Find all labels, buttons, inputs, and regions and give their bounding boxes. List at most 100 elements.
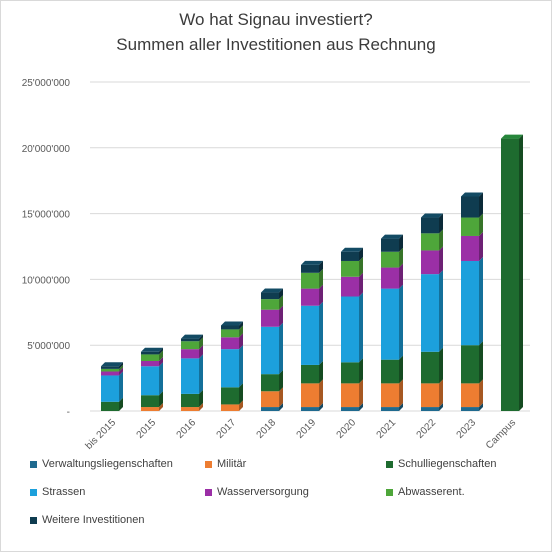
bar-stack: [461, 192, 483, 411]
x-tick-label: 2016: [175, 417, 199, 441]
bar-segment: [141, 360, 159, 367]
chart-title: Wo hat Signau investiert?: [179, 10, 373, 29]
bar-segment-side: [239, 333, 243, 350]
bar-segment: [301, 264, 319, 273]
legend-swatch: [386, 488, 393, 496]
bar-segment-side: [399, 263, 403, 289]
bar-segment-side: [159, 347, 163, 355]
bar-segment-side: [439, 270, 443, 352]
bar-segment-side: [439, 246, 443, 275]
bar-segment-side: [399, 247, 403, 268]
bar-segment-side: [479, 231, 483, 261]
bar-segment: [181, 338, 199, 342]
bar-segment-side: [199, 389, 203, 408]
bar-segment-side: [239, 383, 243, 405]
bar-top: [221, 321, 243, 326]
bar-segment-side: [399, 284, 403, 360]
bar-segment-side: [319, 360, 323, 384]
bar-stack: [301, 260, 323, 411]
bar-segment-side: [199, 334, 203, 342]
bar-segment: [301, 272, 319, 289]
bar-segment: [341, 383, 359, 408]
bar-segment: [101, 401, 119, 411]
bar-segment-side: [119, 371, 123, 402]
bar-segment: [101, 366, 119, 369]
bar-segment-side: [119, 362, 123, 369]
legend-swatch: [205, 488, 212, 496]
bar-segment-side: [479, 256, 483, 346]
bar-segment: [301, 288, 319, 306]
bar-top: [181, 334, 203, 339]
legend-label: Verwaltungsliegenschaften: [42, 458, 173, 470]
x-tick-label: 2023: [455, 417, 479, 441]
bar-segment-side: [159, 356, 163, 367]
bar-segment: [461, 217, 479, 236]
bar-segment: [141, 351, 159, 355]
bar-stack: [141, 347, 163, 411]
bar-segment-side: [439, 213, 443, 234]
x-tick-label: 2021: [375, 417, 399, 441]
bar-segment: [141, 407, 159, 411]
legend-item: Schulliegenschaften: [386, 458, 496, 470]
legend-item: Wasserversorgung: [205, 486, 309, 498]
bar-segment-side: [399, 234, 403, 252]
bar-segment-side: [119, 367, 123, 376]
bar-stack: [261, 288, 283, 411]
bar-segment: [101, 368, 119, 372]
bar-segment-side: [279, 288, 283, 300]
bar-segment-side: [439, 347, 443, 384]
legend-label: Abwasserent.: [398, 486, 465, 498]
bar-segment: [301, 364, 319, 384]
bar-segment-side: [239, 325, 243, 338]
bar-segment-side: [279, 322, 283, 375]
bar-segment-side: [359, 256, 363, 277]
bar-segment-side: [279, 370, 283, 392]
bar-segment: [341, 296, 359, 363]
bar-segment: [261, 299, 279, 310]
bar-segment: [221, 329, 239, 338]
bar-segment: [421, 383, 439, 408]
bar-segment-side: [199, 337, 203, 350]
bar-segment: [261, 407, 279, 411]
bar-segment-side: [199, 403, 203, 411]
bar-segment: [221, 337, 239, 350]
bar-stack: [101, 362, 123, 411]
bar-segment-side: [519, 134, 523, 411]
bar-segment: [381, 251, 399, 268]
bar-top: [461, 192, 483, 197]
legend-swatch: [30, 460, 37, 468]
bar-segment: [341, 407, 359, 411]
bar-segment: [341, 251, 359, 261]
bar-segment-side: [319, 301, 323, 365]
bar-segment-side: [319, 268, 323, 289]
bar-segment: [301, 407, 319, 411]
bar-segment: [141, 366, 159, 396]
bar-segment-side: [159, 362, 163, 396]
bar-segment: [421, 274, 439, 352]
bar-segment-side: [239, 345, 243, 388]
x-tick-label: 2017: [215, 417, 239, 441]
y-tick-label: 10'000'000: [22, 275, 71, 286]
legend-swatch: [386, 460, 393, 468]
bar-segment-side: [119, 364, 123, 372]
legend-item: Militär: [205, 458, 246, 470]
bar-segment-side: [479, 403, 483, 411]
bar-stack: [421, 213, 443, 411]
bar-segment-side: [479, 379, 483, 408]
x-tick-label: bis 2015: [84, 417, 119, 452]
bar-segment-side: [399, 403, 403, 411]
bar-segment-side: [319, 260, 323, 273]
bar-segment: [421, 250, 439, 275]
bar-segment-side: [159, 403, 163, 411]
y-tick-label: 15'000'000: [22, 210, 71, 221]
x-tick-label: 2018: [255, 417, 279, 441]
x-tick-label: 2020: [335, 417, 359, 441]
x-tick-label: 2015: [135, 417, 159, 441]
bar-segment: [341, 276, 359, 297]
legend-swatch: [30, 516, 37, 524]
bar-segment: [261, 292, 279, 300]
bar-segment-side: [359, 247, 363, 261]
x-tick-label: Campus: [484, 417, 518, 451]
legend-item: Abwasserent.: [386, 486, 465, 498]
bar-segment: [181, 393, 199, 408]
